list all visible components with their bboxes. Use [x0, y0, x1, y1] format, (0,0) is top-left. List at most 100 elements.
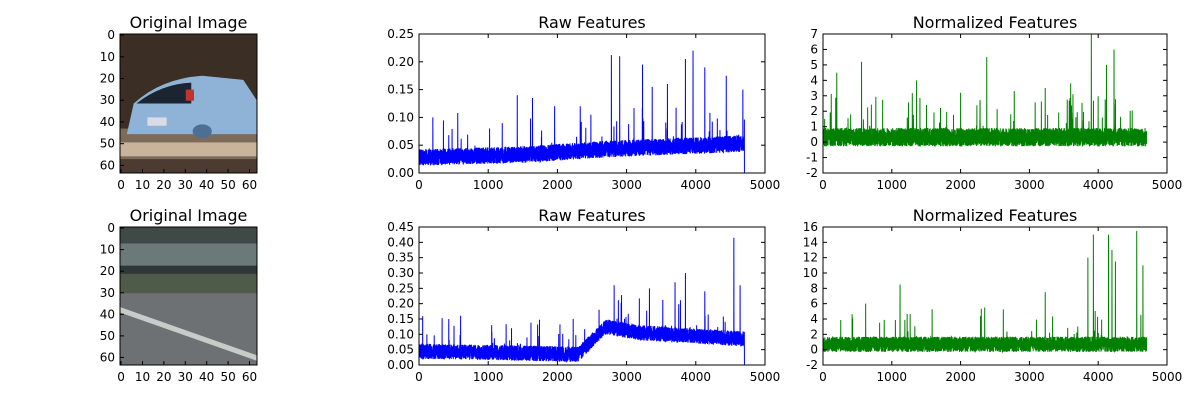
x-tick-label: 2000: [542, 370, 573, 384]
road-highlight: [120, 142, 257, 157]
y-tick-label: 40: [100, 115, 115, 129]
axes-frame: [418, 33, 766, 174]
x-tick-label: 0: [415, 178, 423, 192]
y-tick-label: 0.25: [387, 27, 414, 41]
y-tick-label: 0.00: [387, 166, 414, 180]
x-tick-label: 3000: [1014, 370, 1045, 384]
y-tick-label: 20: [100, 72, 115, 86]
axes-frame: [119, 33, 258, 174]
x-tick-label: 3000: [1014, 178, 1045, 192]
x-tick-label: 0: [819, 178, 827, 192]
series-line: [823, 34, 1148, 148]
y-tick-label: 0.15: [387, 83, 414, 97]
y-tick-label: 0.20: [387, 55, 414, 69]
y-tick-label: 0.05: [387, 138, 414, 152]
car-plate: [147, 117, 167, 126]
x-tick-label: 30: [178, 370, 193, 384]
y-tick-label: 3: [810, 89, 818, 103]
chart-title: Normalized Features: [913, 206, 1078, 225]
x-tick-label: 2000: [945, 370, 976, 384]
axes-frame: [822, 226, 1168, 366]
y-tick-label: 0.40: [387, 235, 414, 249]
x-tick-label: 0: [415, 370, 423, 384]
y-tick-label: -1: [806, 151, 818, 165]
car-wheel: [192, 124, 212, 139]
y-tick-label: 0: [107, 221, 115, 235]
x-tick-label: 4000: [1083, 178, 1114, 192]
y-tick-label: 0.45: [387, 220, 414, 234]
guard-rail: [120, 243, 257, 266]
x-tick-label: 0: [117, 370, 125, 384]
y-tick-label: 40: [100, 307, 115, 321]
x-tick-label: 5000: [1152, 178, 1183, 192]
y-tick-label: 30: [100, 93, 115, 107]
y-tick-label: 0.05: [387, 343, 414, 357]
x-tick-label: 5000: [1152, 370, 1183, 384]
y-tick-label: 16: [803, 220, 818, 234]
x-tick-label: 40: [199, 178, 214, 192]
y-tick-label: 10: [100, 243, 115, 257]
chart-title: Raw Features: [538, 206, 646, 225]
y-tick-label: 0.15: [387, 312, 414, 326]
y-tick-label: 60: [100, 350, 115, 364]
y-tick-label: 12: [803, 251, 818, 265]
chart-title: Normalized Features: [913, 13, 1078, 32]
y-tick-label: 50: [100, 137, 115, 151]
y-tick-label: 0.35: [387, 251, 414, 265]
axes-frame: [418, 226, 766, 366]
x-tick-label: 20: [156, 178, 171, 192]
y-tick-label: 0: [107, 28, 115, 42]
y-tick-label: 60: [100, 158, 115, 172]
y-tick-label: 2: [810, 327, 818, 341]
car-window: [136, 82, 192, 104]
y-tick-label: 0.00: [387, 358, 414, 372]
x-tick-label: 10: [135, 178, 150, 192]
x-tick-label: 0: [117, 178, 125, 192]
y-tick-label: 0.20: [387, 297, 414, 311]
y-tick-label: 6: [810, 297, 818, 311]
panel-norm-bottom: Normalized Features 0 1000 2000 3000 4000 5000…: [803, 206, 1183, 384]
x-tick-label: 4000: [1083, 370, 1114, 384]
x-tick-label: 30: [178, 178, 193, 192]
x-tick-label: 3000: [611, 370, 642, 384]
lane-line: [120, 307, 257, 361]
image-content: [120, 227, 257, 365]
roadside-strip: [120, 273, 257, 294]
x-tick-label: 5000: [750, 178, 781, 192]
y-tick-label: 0.10: [387, 327, 414, 341]
road-shadow: [120, 159, 257, 173]
x-tick-label: 2000: [945, 178, 976, 192]
axes-frame: [822, 33, 1168, 174]
x-tick-label: 20: [156, 370, 171, 384]
y-tick-label: 0.30: [387, 266, 414, 280]
y-tick-label: 0: [810, 343, 818, 357]
y-tick-label: 30: [100, 286, 115, 300]
series-line: [419, 237, 745, 365]
x-tick-label: 10: [135, 370, 150, 384]
y-tick-label: 0.10: [387, 110, 414, 124]
y-tick-label: 4: [810, 73, 818, 87]
panel-raw-bottom: Raw Features 0 1000 2000 3000 4000 5000 0.000.0…: [387, 206, 780, 384]
x-tick-label: 4000: [681, 178, 712, 192]
x-tick-label: 2000: [542, 178, 573, 192]
panel-raw-top: Raw Features 0 1000 2000 3000 4000 5000 0.00 0.0…: [387, 13, 780, 192]
y-tick-label: 6: [810, 42, 818, 56]
y-tick-label: 10: [803, 266, 818, 280]
x-tick-label: 3000: [611, 178, 642, 192]
y-tick-label: 5: [810, 58, 818, 72]
y-tick-label: 20: [100, 264, 115, 278]
axes-frame: [119, 226, 258, 366]
y-tick-label: 2: [810, 104, 818, 118]
y-tick-label: 4: [810, 312, 818, 326]
top-band: [120, 227, 257, 244]
chart-title: Original Image: [130, 13, 248, 32]
guard-rail-shadow: [120, 265, 257, 274]
x-tick-label: 40: [199, 370, 214, 384]
y-tick-label: 0.25: [387, 281, 414, 295]
x-tick-label: 60: [242, 178, 257, 192]
chart-title: Raw Features: [538, 13, 646, 32]
panel-norm-top: Normalized Features 0 1000 2000 3000 4000 5000…: [806, 13, 1182, 192]
